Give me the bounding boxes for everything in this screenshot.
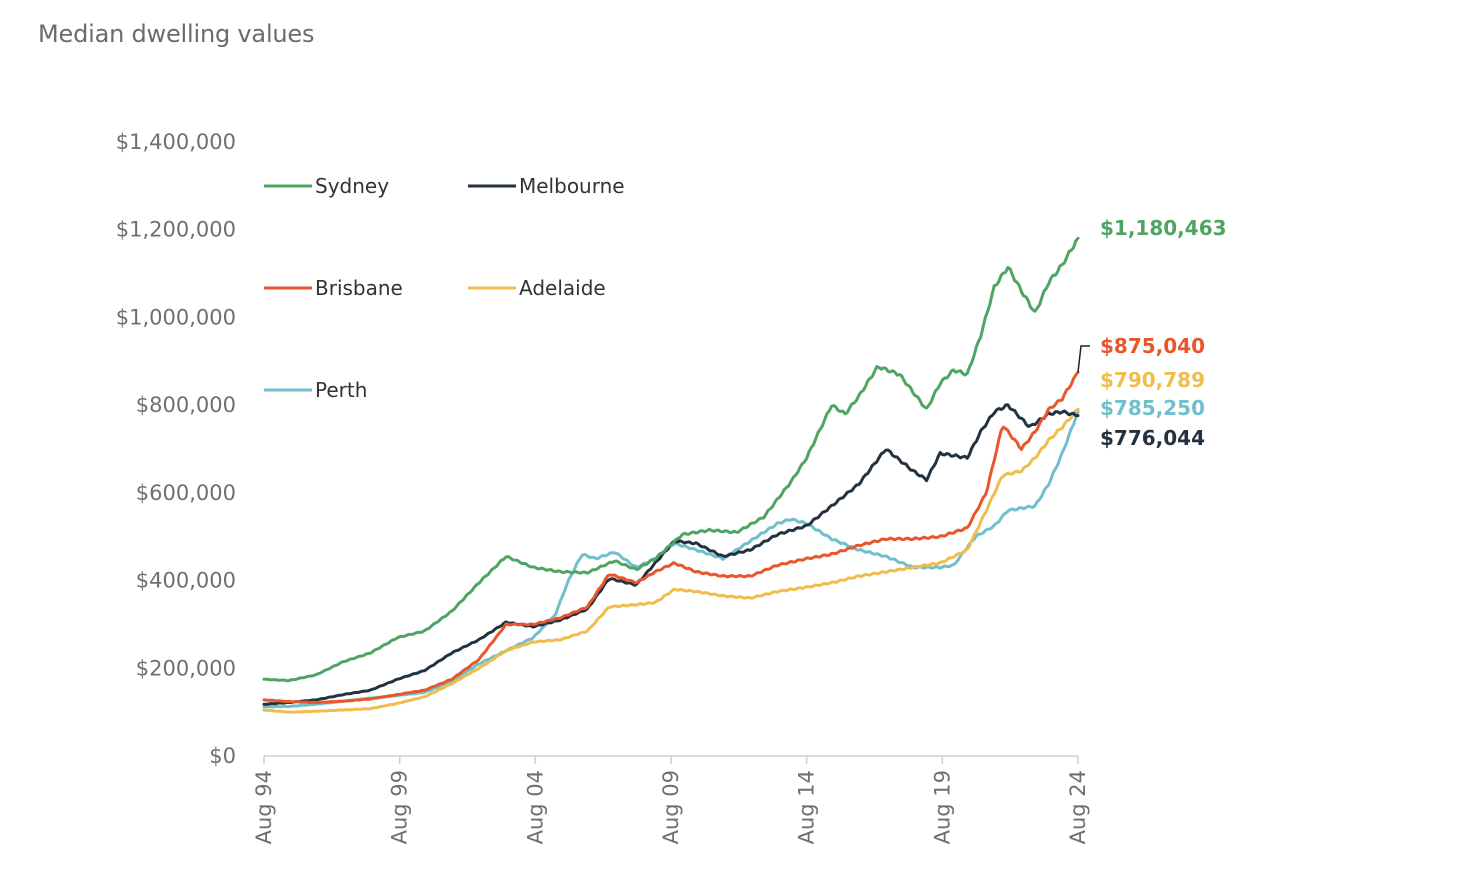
axes: $0 $200,000 $400,000 $600,000 $800,000 $1,000… bbox=[116, 130, 1090, 844]
y-tick-label: $800,000 bbox=[136, 393, 236, 417]
y-tick-label: $600,000 bbox=[136, 481, 236, 505]
legend: Sydney Melbourne Brisbane Adelaide Perth bbox=[264, 174, 625, 402]
legend-item-melbourne: Melbourne bbox=[468, 174, 625, 198]
brisbane-leader-line bbox=[1077, 345, 1090, 373]
legend-label: Melbourne bbox=[519, 174, 625, 198]
legend-item-adelaide: Adelaide bbox=[468, 276, 606, 300]
series-line-sydney bbox=[262, 236, 1080, 683]
legend-item-sydney: Sydney bbox=[264, 174, 389, 198]
end-value-label-brisbane: $875,040 bbox=[1100, 334, 1205, 358]
end-value-labels: $1,180,463 $776,044 $875,040 $790,789 $785,2… bbox=[1077, 216, 1227, 450]
x-tick-label: Aug 04 bbox=[523, 770, 547, 844]
y-tick-label: $200,000 bbox=[136, 656, 236, 680]
legend-item-brisbane: Brisbane bbox=[264, 276, 403, 300]
x-tick-label: Aug 09 bbox=[659, 770, 683, 844]
chart-title: Median dwelling values bbox=[38, 20, 315, 48]
legend-label: Brisbane bbox=[315, 276, 403, 300]
legend-label: Sydney bbox=[315, 174, 389, 198]
legend-item-perth: Perth bbox=[264, 378, 367, 402]
x-tick-label: Aug 99 bbox=[388, 770, 412, 844]
series-lines bbox=[262, 236, 1080, 714]
end-value-label-adelaide: $790,789 bbox=[1100, 368, 1205, 392]
y-tick-label: $1,000,000 bbox=[116, 305, 236, 329]
end-value-label-perth: $785,250 bbox=[1100, 396, 1205, 420]
y-tick-label: $1,200,000 bbox=[116, 218, 236, 242]
y-tick-label: $400,000 bbox=[136, 569, 236, 593]
end-value-label-melbourne: $776,044 bbox=[1100, 426, 1205, 450]
series-line-adelaide bbox=[262, 407, 1080, 714]
series-line-brisbane bbox=[262, 370, 1080, 705]
y-tick-label: $0 bbox=[209, 744, 236, 768]
legend-label: Perth bbox=[315, 378, 367, 402]
legend-label: Adelaide bbox=[519, 276, 606, 300]
x-tick-label: Aug 19 bbox=[930, 770, 954, 844]
end-value-label-sydney: $1,180,463 bbox=[1100, 216, 1227, 240]
x-tick-label: Aug 24 bbox=[1066, 770, 1090, 844]
y-tick-label: $1,400,000 bbox=[116, 130, 236, 154]
x-tick-label: Aug 94 bbox=[252, 770, 276, 844]
x-tick-label: Aug 14 bbox=[795, 770, 819, 844]
